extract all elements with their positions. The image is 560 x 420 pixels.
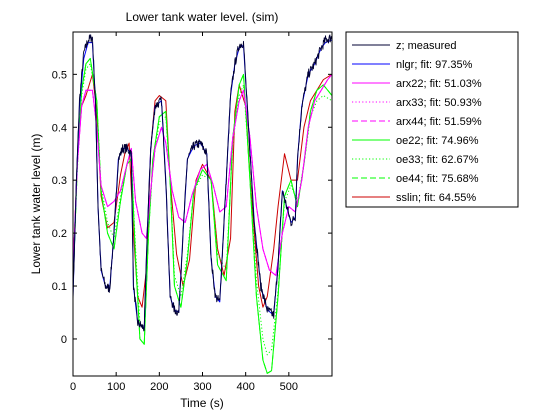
x-tick-label: 300 (193, 381, 211, 393)
y-tick-label: 0.5 (52, 69, 67, 81)
legend-label: oe33; fit: 62.67% (396, 154, 479, 166)
legend-label: oe22; fit: 74.96% (396, 135, 479, 147)
y-tick-label: 0.1 (52, 281, 67, 293)
y-axis-label: Lower tank water level (m) (29, 134, 43, 275)
y-tick-label: 0.3 (52, 175, 67, 187)
legend-label: nlgr; fit: 97.35% (396, 59, 473, 71)
series-line-2 (73, 74, 332, 276)
x-axis-label: Time (s) (180, 396, 224, 410)
legend-label: sslin; fit: 64.55% (396, 192, 476, 204)
chart-title: Lower tank water level. (sim) (126, 10, 279, 24)
series-line-0 (73, 34, 332, 332)
legend-label: arx44; fit: 51.59% (396, 116, 482, 128)
y-tick-label: 0 (61, 334, 67, 346)
y-axis: 0 0.1 0.2 0.3 0.4 0.5 (52, 69, 332, 346)
x-tick-label: 100 (107, 381, 125, 393)
x-tick-label: 400 (236, 381, 254, 393)
legend-label: arx22; fit: 51.03% (396, 78, 482, 90)
x-axis: 0 100 200 300 400 500 (70, 32, 298, 393)
x-tick-label: 0 (70, 381, 76, 393)
y-tick-label: 0.4 (52, 122, 67, 134)
series-line-5 (73, 57, 332, 374)
x-tick-label: 500 (280, 381, 298, 393)
y-tick-label: 0.2 (52, 228, 67, 240)
series-line-8 (73, 73, 332, 308)
plot-area (73, 34, 332, 374)
x-tick-label: 200 (150, 381, 168, 393)
legend-label: z; measured (396, 40, 457, 52)
legend-label: oe44; fit: 75.68% (396, 173, 479, 185)
legend-label: arx33; fit: 50.93% (396, 97, 482, 109)
axes-box (73, 32, 332, 376)
legend: z; measured nlgr; fit: 97.35% arx22; fit: … (345, 31, 519, 208)
